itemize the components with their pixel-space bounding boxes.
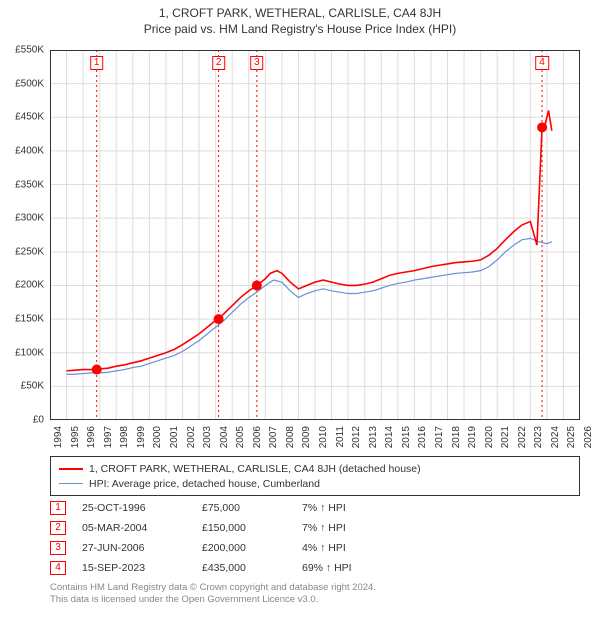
event-delta: 7% ↑ HPI	[302, 502, 382, 514]
x-axis-tick-label: 1999	[136, 426, 147, 448]
legend-swatch-hpi	[59, 483, 83, 484]
y-axis-tick-label: £0	[0, 415, 44, 426]
event-price: £200,000	[202, 542, 302, 554]
y-axis-tick-label: £350K	[0, 179, 44, 190]
x-axis-tick-label: 2008	[285, 426, 296, 448]
legend: 1, CROFT PARK, WETHERAL, CARLISLE, CA4 8…	[50, 456, 580, 496]
event-badge: 2	[50, 521, 66, 535]
x-axis-tick-label: 2017	[434, 426, 445, 448]
x-axis-tick-label: 2000	[152, 426, 163, 448]
x-axis-tick-label: 2001	[169, 426, 180, 448]
event-delta: 7% ↑ HPI	[302, 522, 382, 534]
price-chart	[50, 50, 580, 420]
y-axis-tick-label: £200K	[0, 280, 44, 291]
event-row: 4 15-SEP-2023 £435,000 69% ↑ HPI	[50, 558, 580, 578]
title-block: 1, CROFT PARK, WETHERAL, CARLISLE, CA4 8…	[0, 0, 600, 36]
x-axis-tick-label: 2013	[368, 426, 379, 448]
y-axis-tick-label: £250K	[0, 246, 44, 257]
event-delta: 4% ↑ HPI	[302, 542, 382, 554]
event-date: 15-SEP-2023	[82, 562, 202, 574]
x-axis-tick-label: 2010	[318, 426, 329, 448]
x-axis-tick-label: 2021	[500, 426, 511, 448]
x-axis-tick-label: 1994	[53, 426, 64, 448]
x-axis-tick-label: 2004	[219, 426, 230, 448]
attribution: Contains HM Land Registry data © Crown c…	[50, 582, 580, 606]
legend-swatch-property	[59, 468, 83, 470]
event-date: 27-JUN-2006	[82, 542, 202, 554]
title-address: 1, CROFT PARK, WETHERAL, CARLISLE, CA4 8…	[0, 6, 600, 20]
legend-item-hpi: HPI: Average price, detached house, Cumb…	[59, 476, 571, 491]
x-axis-tick-label: 2003	[202, 426, 213, 448]
event-date: 25-OCT-1996	[82, 502, 202, 514]
event-price: £150,000	[202, 522, 302, 534]
event-row: 1 25-OCT-1996 £75,000 7% ↑ HPI	[50, 498, 580, 518]
x-axis-tick-label: 2006	[252, 426, 263, 448]
chart-area: £0£50K£100K£150K£200K£250K£300K£350K£400…	[50, 50, 580, 420]
x-axis-tick-label: 2012	[351, 426, 362, 448]
x-axis-tick-label: 2011	[335, 426, 346, 448]
x-axis-tick-label: 1996	[86, 426, 97, 448]
event-table: 1 25-OCT-1996 £75,000 7% ↑ HPI 2 05-MAR-…	[50, 498, 580, 578]
attribution-line1: Contains HM Land Registry data © Crown c…	[50, 582, 580, 594]
event-badge: 4	[50, 561, 66, 575]
x-axis-tick-label: 1998	[119, 426, 130, 448]
event-price: £435,000	[202, 562, 302, 574]
y-axis-tick-label: £400K	[0, 145, 44, 156]
x-axis-tick-label: 2014	[384, 426, 395, 448]
event-marker-label: 3	[250, 56, 264, 70]
event-delta: 69% ↑ HPI	[302, 562, 382, 574]
x-axis-tick-label: 2016	[417, 426, 428, 448]
y-axis-tick-label: £300K	[0, 213, 44, 224]
legend-label-property: 1, CROFT PARK, WETHERAL, CARLISLE, CA4 8…	[89, 463, 421, 475]
event-row: 2 05-MAR-2004 £150,000 7% ↑ HPI	[50, 518, 580, 538]
x-axis-tick-label: 1997	[103, 426, 114, 448]
x-axis-tick-label: 2007	[268, 426, 279, 448]
event-badge: 1	[50, 501, 66, 515]
x-axis-tick-label: 2022	[517, 426, 528, 448]
event-date: 05-MAR-2004	[82, 522, 202, 534]
event-price: £75,000	[202, 502, 302, 514]
x-axis-tick-label: 2002	[186, 426, 197, 448]
x-axis-tick-label: 2018	[451, 426, 462, 448]
x-axis-tick-label: 2019	[467, 426, 478, 448]
x-axis-tick-label: 2020	[484, 426, 495, 448]
y-axis-tick-label: £500K	[0, 78, 44, 89]
y-axis-tick-label: £100K	[0, 347, 44, 358]
x-axis-tick-label: 2025	[566, 426, 577, 448]
event-marker-label: 2	[212, 56, 226, 70]
event-marker-label: 1	[90, 56, 104, 70]
x-axis-tick-label: 2024	[550, 426, 561, 448]
y-axis-tick-label: £50K	[0, 381, 44, 392]
x-axis-tick-label: 1995	[70, 426, 81, 448]
event-row: 3 27-JUN-2006 £200,000 4% ↑ HPI	[50, 538, 580, 558]
x-axis-tick-label: 2015	[401, 426, 412, 448]
x-axis-tick-label: 2023	[533, 426, 544, 448]
legend-item-property: 1, CROFT PARK, WETHERAL, CARLISLE, CA4 8…	[59, 461, 571, 476]
legend-label-hpi: HPI: Average price, detached house, Cumb…	[89, 478, 320, 490]
y-axis-tick-label: £150K	[0, 314, 44, 325]
x-axis-tick-label: 2026	[583, 426, 594, 448]
attribution-line2: This data is licensed under the Open Gov…	[50, 594, 580, 606]
event-badge: 3	[50, 541, 66, 555]
x-axis-tick-label: 2005	[235, 426, 246, 448]
y-axis-tick-label: £550K	[0, 45, 44, 56]
event-marker-label: 4	[535, 56, 549, 70]
title-subtitle: Price paid vs. HM Land Registry's House …	[0, 22, 600, 36]
x-axis-tick-label: 2009	[301, 426, 312, 448]
y-axis-tick-label: £450K	[0, 112, 44, 123]
